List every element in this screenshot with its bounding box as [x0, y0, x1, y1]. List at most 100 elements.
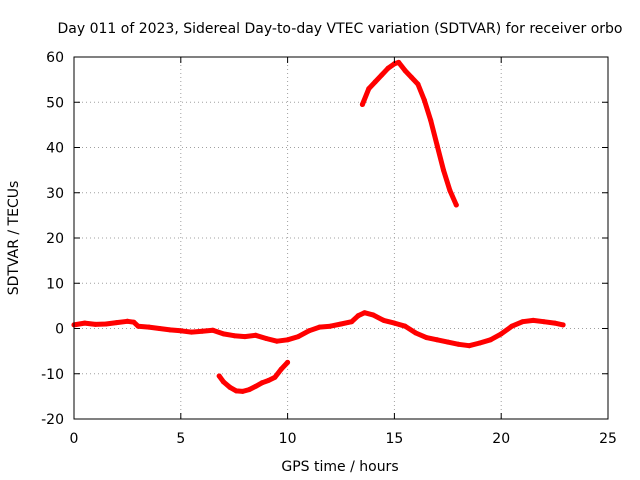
data-point	[509, 323, 515, 329]
y-axis-label: SDTVAR / TECUs	[6, 181, 22, 296]
data-point	[178, 328, 184, 334]
data-point	[285, 337, 291, 343]
data-point	[327, 323, 333, 329]
plot-frame	[73, 56, 609, 420]
x-tick-label: 20	[492, 431, 510, 447]
x-tick-label: 10	[279, 431, 297, 447]
data-point	[391, 320, 397, 326]
data-point	[231, 333, 237, 339]
data-point	[221, 379, 226, 385]
y-tick-label: -10	[41, 367, 64, 383]
data-point	[428, 117, 434, 123]
data-point	[124, 318, 130, 324]
data-point	[263, 336, 269, 341]
x-tick-label: 25	[599, 431, 617, 447]
data-point	[242, 334, 248, 340]
y-tick-labels: -20 -10 0 10 20 30 40 50 60	[41, 50, 64, 428]
x-tick-label: 5	[176, 431, 185, 447]
data-point	[167, 327, 173, 333]
data-point	[370, 312, 376, 318]
data-point	[415, 81, 421, 87]
x-axis-label: GPS time / hours	[281, 459, 398, 475]
data-point	[552, 320, 558, 326]
data-point	[498, 331, 504, 337]
data-point	[488, 337, 493, 343]
y-tick-label: 0	[55, 322, 64, 338]
data-point	[156, 326, 162, 331]
data-point	[402, 68, 408, 74]
x-tick-label: 0	[70, 431, 79, 447]
data-point	[103, 321, 109, 327]
data-point	[189, 329, 194, 335]
data-point	[530, 317, 536, 323]
data-point	[210, 327, 216, 333]
data-point	[445, 339, 451, 345]
data-point	[560, 322, 566, 328]
data-point	[362, 310, 367, 316]
y-tick-label: -20	[41, 412, 64, 428]
y-tick-label: 10	[46, 276, 64, 292]
data-point	[131, 319, 137, 325]
data-point	[434, 142, 440, 148]
data-point	[381, 317, 387, 323]
x-tick-labels: 0 5 10 15 20 25	[70, 431, 617, 447]
data-point	[216, 373, 222, 379]
data-point	[135, 323, 141, 329]
data-point	[477, 340, 483, 346]
data-point	[372, 79, 378, 85]
data-point	[146, 324, 152, 330]
data-point	[447, 188, 453, 193]
data-point	[295, 334, 301, 340]
data-point	[82, 320, 88, 326]
data-point	[278, 366, 284, 372]
data-point	[285, 359, 291, 365]
y-tick-label: 50	[46, 95, 64, 111]
chart-title: Day 011 of 2023, Sidereal Day-to-day VTE…	[58, 21, 623, 37]
data-point	[355, 313, 361, 319]
data-point	[233, 388, 239, 394]
data-point	[379, 72, 385, 78]
data-point	[434, 337, 440, 343]
data-point	[421, 97, 427, 103]
data-point	[366, 86, 372, 92]
data-point	[453, 202, 459, 208]
data-point	[541, 319, 547, 325]
data-point	[520, 319, 526, 325]
data-point	[338, 321, 344, 327]
x-tick-label: 15	[385, 431, 403, 447]
data-point	[253, 383, 259, 389]
data-point	[441, 167, 446, 173]
data-point	[423, 335, 429, 341]
data-point	[409, 74, 414, 80]
data-point	[385, 65, 391, 71]
series-positive-peak	[359, 59, 459, 208]
series-layer	[71, 59, 566, 394]
data-point	[92, 321, 98, 327]
data-point	[456, 341, 461, 347]
grid-lines	[74, 57, 608, 419]
data-point	[199, 328, 205, 334]
data-point	[259, 380, 265, 386]
data-point	[274, 338, 280, 344]
data-point	[306, 328, 312, 334]
data-point	[227, 384, 233, 390]
data-point	[272, 374, 278, 380]
data-point	[317, 324, 323, 330]
data-point	[359, 102, 365, 107]
data-point	[349, 319, 355, 325]
data-point	[402, 323, 408, 329]
y-tick-label: 40	[46, 141, 64, 157]
data-point	[221, 331, 226, 337]
data-point	[466, 343, 472, 349]
data-point	[240, 388, 246, 394]
y-tick-label: 60	[46, 50, 64, 66]
data-point	[391, 61, 397, 67]
y-tick-label: 20	[46, 231, 64, 247]
data-point	[413, 330, 419, 336]
data-point	[253, 332, 259, 338]
data-point	[265, 378, 271, 383]
data-point	[246, 387, 252, 393]
data-point	[396, 59, 402, 65]
y-tick-label: 30	[46, 186, 64, 202]
